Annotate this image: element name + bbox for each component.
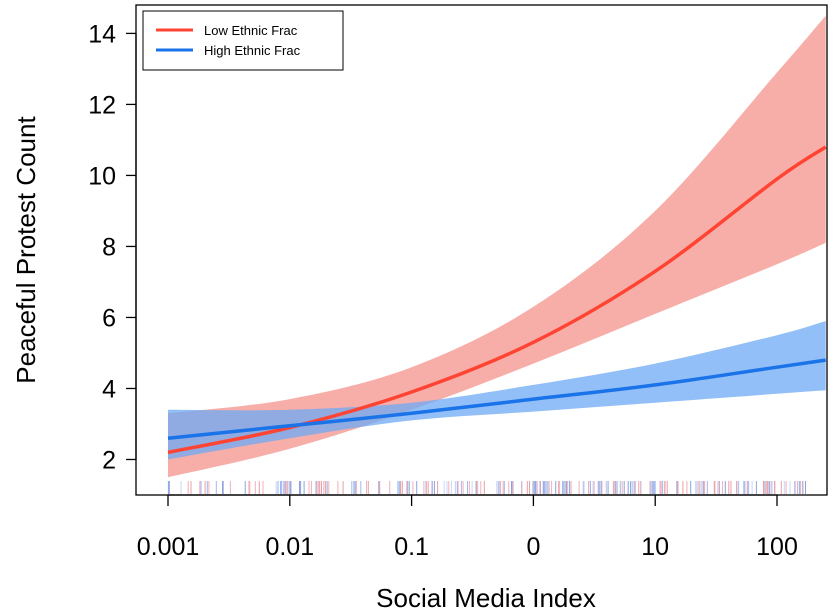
band-high-ethnic-frac [168,321,826,460]
legend-label-high-ethnic-frac: High Ethnic Frac [204,43,301,58]
y-tick-label: 10 [88,162,116,190]
x-axis-title: Social Media Index [376,583,596,613]
x-tick-label: 10 [641,533,669,561]
fit-lines [167,145,827,455]
y-axis: 2 4 6 8 10 12 14 [88,20,137,474]
y-tick-label: 8 [102,233,116,261]
legend-label-low-ethnic-frac: Low Ethnic Frac [204,23,298,38]
y-tick-label: 12 [88,91,116,119]
legend: Low Ethnic Frac High Ethnic Frac [142,10,344,71]
y-tick-label: 14 [88,20,116,48]
x-tick-label: 100 [756,533,798,561]
y-tick-label: 6 [102,304,116,332]
y-tick-label: 2 [102,446,116,474]
y-axis-title: Peaceful Protest Count [11,116,41,384]
rug-plot [167,481,806,494]
x-axis: 0.001 0.01 0.1 0 10 100 [137,494,798,561]
line-high-ethnic-frac [167,358,826,440]
x-tick-label: 0.001 [137,533,200,561]
x-tick-label: 0.1 [394,533,429,561]
legend-box [142,10,344,71]
y-tick-label: 4 [102,375,116,403]
confidence-bands [168,15,826,478]
x-tick-label: 0 [526,533,540,561]
x-tick-label: 0.01 [265,533,314,561]
